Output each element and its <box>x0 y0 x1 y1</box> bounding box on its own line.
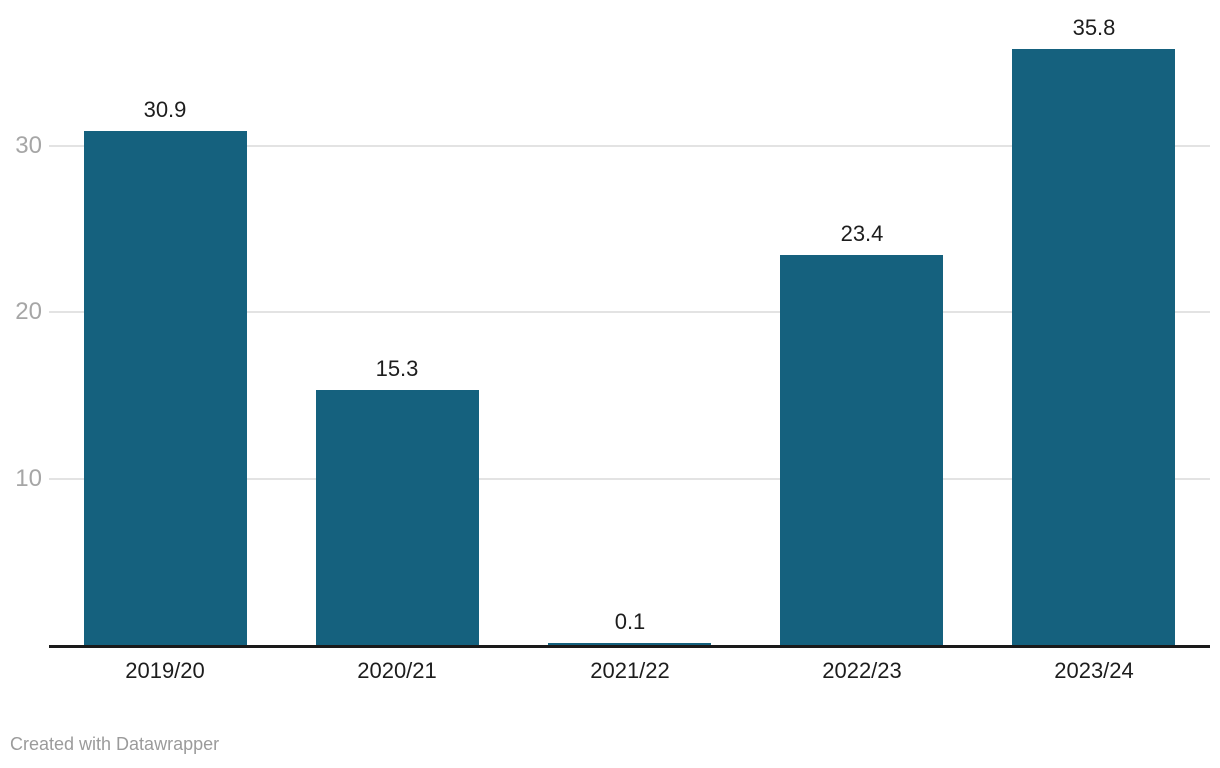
y-gridline <box>49 145 1210 147</box>
bar-value-label: 30.9 <box>143 97 187 122</box>
bar-value-label: 15.3 <box>375 356 419 381</box>
bar-2023/24[interactable] <box>1012 49 1175 645</box>
x-axis-category-label: 2023/24 <box>1054 658 1134 683</box>
bar-value-label: 23.4 <box>840 221 884 246</box>
y-axis-tick-label: 30 <box>15 132 42 159</box>
bar-2020/21[interactable] <box>316 390 479 645</box>
y-axis-tick-label: 20 <box>15 298 42 325</box>
datawrapper-credit: Created with Datawrapper <box>10 734 220 754</box>
y-axis-tick-label: 10 <box>15 465 42 492</box>
x-axis-category-label: 2022/23 <box>822 658 902 683</box>
y-gridline <box>49 478 1210 480</box>
x-axis-category-label: 2019/20 <box>125 658 205 683</box>
bar-2021/22[interactable] <box>548 643 711 645</box>
bar-value-label: 0.1 <box>614 609 646 634</box>
x-axis-category-label: 2020/21 <box>357 658 437 683</box>
bar-2022/23[interactable] <box>780 255 943 645</box>
x-axis-category-label: 2021/22 <box>590 658 670 683</box>
bar-value-label: 35.8 <box>1072 15 1116 40</box>
y-gridline <box>49 311 1210 313</box>
x-axis-baseline <box>49 645 1210 648</box>
bar-2019/20[interactable] <box>84 131 247 645</box>
